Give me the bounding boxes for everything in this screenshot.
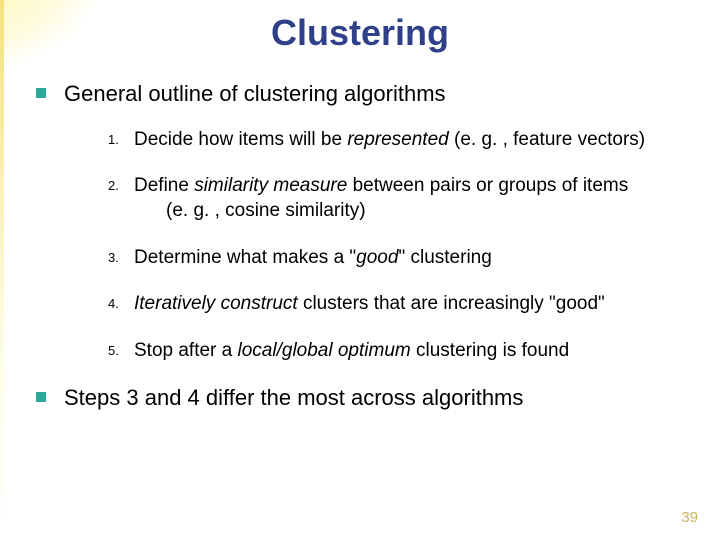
bullet-square-icon <box>36 392 46 402</box>
bullet-1: General outline of clustering algorithms <box>36 80 684 108</box>
list-item: 4. Iteratively construct clusters that a… <box>108 292 684 317</box>
numbered-list: 1. Decide how items will be represented … <box>108 128 684 364</box>
slide-title: Clustering <box>36 12 684 54</box>
item-number: 4. <box>108 292 134 311</box>
list-item: 1. Decide how items will be represented … <box>108 128 684 153</box>
item-number: 5. <box>108 339 134 358</box>
item-text: Determine what makes a "good" clustering <box>134 246 492 271</box>
item-number: 2. <box>108 174 134 193</box>
item-number: 1. <box>108 128 134 147</box>
item-text: Define similarity measure between pairs … <box>134 174 628 223</box>
bullet-2: Steps 3 and 4 differ the most across alg… <box>36 384 684 412</box>
slide: Clustering General outline of clustering… <box>0 0 720 540</box>
bullet-2-text: Steps 3 and 4 differ the most across alg… <box>64 384 523 412</box>
bullet-square-icon <box>36 88 46 98</box>
item-text: Stop after a local/global optimum cluste… <box>134 339 569 364</box>
list-item: 3. Determine what makes a "good" cluster… <box>108 246 684 271</box>
page-number: 39 <box>681 509 698 526</box>
list-item: 5. Stop after a local/global optimum clu… <box>108 339 684 364</box>
list-item: 2. Define similarity measure between pai… <box>108 174 684 223</box>
bullet-1-text: General outline of clustering algorithms <box>64 80 446 108</box>
item-number: 3. <box>108 246 134 265</box>
item-text: Decide how items will be represented (e.… <box>134 128 645 153</box>
item-text: Iteratively construct clusters that are … <box>134 292 605 317</box>
